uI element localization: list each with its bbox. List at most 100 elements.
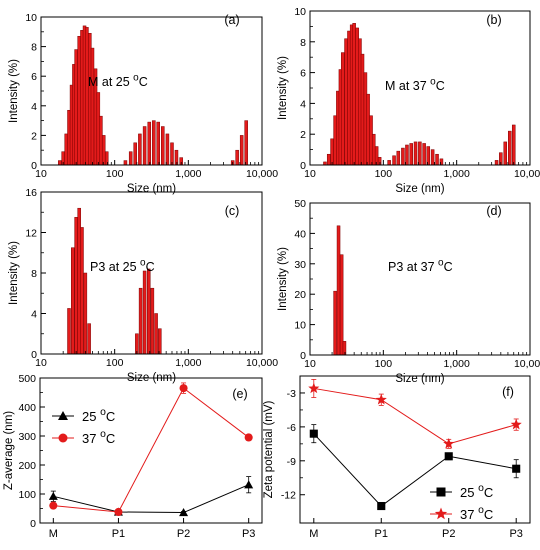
legend-label-sup: o <box>100 429 106 440</box>
bar <box>336 225 341 356</box>
legend-label-text: 37 <box>82 431 100 446</box>
bars-d <box>333 225 347 356</box>
bar <box>87 323 91 355</box>
annotation-sup: o <box>438 257 444 268</box>
bar <box>330 138 334 166</box>
legend-label-text: 25 <box>460 485 478 500</box>
legend-label: 25 oC <box>460 483 493 500</box>
x-tick-label: 10,000 <box>246 357 278 369</box>
x-tick-label: P2 <box>442 528 455 540</box>
y-tick-label: 10 <box>294 6 306 18</box>
bar <box>58 160 62 166</box>
panel-b: 10 100 1,000 10,000 0 2 4 6 8 10 Size (nm) Intensit… <box>277 6 540 195</box>
x-tick-label: P2 <box>177 528 190 540</box>
data-point <box>179 384 188 393</box>
legend-label-unit: C <box>484 485 493 500</box>
panel-label: (b) <box>486 13 501 27</box>
annotation-unit: C <box>146 260 155 274</box>
data-point <box>308 382 320 394</box>
x-tick-label: 1,000 <box>175 357 201 369</box>
data-point <box>512 464 521 473</box>
legend-label-sup: o <box>100 407 106 418</box>
legend-label-sup: o <box>478 505 484 516</box>
x-tick-label: 10,000 <box>514 168 540 180</box>
y-axis-label: Zeta potential (mV) <box>263 400 275 498</box>
bar <box>152 120 156 166</box>
bar <box>396 150 401 166</box>
bar <box>67 308 71 355</box>
bar <box>154 313 158 355</box>
bar <box>128 151 133 166</box>
annotation-sup: o <box>140 257 146 268</box>
y-tick-label: 10 <box>25 12 37 24</box>
bar <box>74 217 78 355</box>
bar <box>339 254 344 356</box>
bar <box>235 149 239 166</box>
legend-label-unit: C <box>484 507 493 522</box>
y-tick-label: 20 <box>294 289 306 301</box>
data-point <box>244 480 254 489</box>
bar <box>123 160 128 166</box>
annotation-sup: o <box>430 76 436 87</box>
x-tick-label: 10 <box>35 168 47 180</box>
bars-c <box>67 207 162 355</box>
legend-label-unit: C <box>106 431 115 446</box>
x-tick-label: M <box>49 528 58 540</box>
y-axis-label: Z-average (nm) <box>3 411 15 490</box>
bar <box>342 341 347 356</box>
x-tick-label: 1,000 <box>175 168 201 180</box>
legend-label-unit: C <box>106 409 115 424</box>
bar <box>371 133 376 166</box>
bar <box>142 270 147 355</box>
y-tick-label: 4 <box>31 309 37 321</box>
bar <box>170 142 174 166</box>
series-line <box>53 387 249 513</box>
annotation-sup: o <box>133 72 139 83</box>
bar <box>392 155 396 166</box>
data-point <box>434 507 448 520</box>
x-tick-label: P3 <box>509 528 522 540</box>
legend-label: 25 oC <box>82 407 115 424</box>
y-tick-label: 0 <box>300 350 306 362</box>
y-tick-label: 200 <box>18 460 36 472</box>
series-line <box>53 484 249 514</box>
bar <box>138 133 142 166</box>
data-point <box>48 491 58 500</box>
y-axis-label: Intensity (%) <box>8 241 20 305</box>
data-point <box>58 433 68 443</box>
x-axis-label: Size (nm) <box>127 183 176 195</box>
panel-label: (c) <box>225 204 240 218</box>
bar <box>366 93 370 166</box>
bar <box>80 227 84 355</box>
legend-label: 37 oC <box>460 505 493 522</box>
y-tick-label: 50 <box>294 198 306 210</box>
y-tick-label: 10 <box>294 320 306 332</box>
series-1 <box>308 378 522 449</box>
bars-b <box>323 23 516 166</box>
data-point <box>179 508 189 517</box>
bar <box>344 38 348 166</box>
bar <box>147 121 152 166</box>
y-tick-label: 8 <box>31 268 37 280</box>
panel-label: (d) <box>486 204 501 218</box>
bar <box>422 143 426 166</box>
bar <box>409 143 413 166</box>
legend-label-text: 25 <box>82 409 100 424</box>
y-tick-label: 40 <box>294 228 306 240</box>
y-tick-label: 12 <box>25 228 37 240</box>
bar <box>146 268 151 355</box>
bar <box>138 287 143 355</box>
y-tick-label: -9 <box>287 456 296 468</box>
x-tick-label: P1 <box>112 528 125 540</box>
y-tick-label: -6 <box>287 422 296 434</box>
y-tick-label: 30 <box>294 259 306 271</box>
data-point <box>510 418 522 430</box>
x-tick-label: P1 <box>375 528 388 540</box>
legend-label-text: 37 <box>460 507 478 522</box>
panel-label: (a) <box>224 13 239 27</box>
series-0 <box>48 476 254 517</box>
bar <box>326 153 331 166</box>
bar <box>352 23 356 166</box>
